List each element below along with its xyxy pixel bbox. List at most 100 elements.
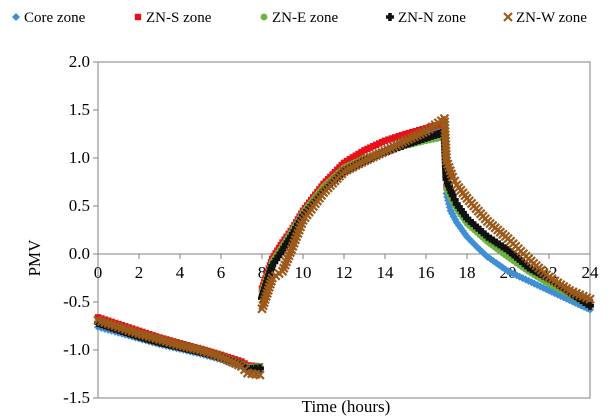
legend-item: ZN-S zone: [134, 10, 212, 26]
y-tick-label: 0.5: [69, 196, 90, 215]
x-tick-label: 14: [377, 263, 395, 282]
x-tick-label: 16: [418, 263, 435, 282]
data-point: [486, 234, 495, 243]
data-point: [392, 134, 399, 141]
data-point: [448, 191, 457, 200]
data-point: [409, 128, 416, 136]
data-marks: [93, 113, 595, 380]
legend-marker: [12, 13, 20, 21]
legend-item: ZN-N zone: [386, 10, 466, 26]
y-tick-label: 0.0: [69, 244, 90, 263]
data-point: [319, 186, 328, 195]
data-point: [492, 238, 501, 247]
data-point: [519, 259, 528, 268]
data-point: [586, 301, 594, 310]
data-point: [395, 133, 402, 140]
x-tick-label: 12: [336, 263, 353, 282]
data-point: [470, 221, 479, 230]
data-point: [465, 216, 474, 225]
y-axis-title: PMV: [25, 239, 44, 277]
data-point: [509, 250, 518, 259]
x-tick-label: 8: [258, 263, 267, 282]
legend-item: ZN-W zone: [503, 10, 587, 26]
data-point: [255, 364, 264, 373]
data-point: [398, 131, 406, 139]
data-point: [270, 258, 279, 267]
data-point: [574, 294, 583, 303]
data-point: [405, 129, 413, 137]
data-point: [545, 274, 553, 283]
legend-label: ZN-N zone: [398, 10, 466, 26]
plot-area-border: [97, 61, 591, 399]
data-point: [521, 261, 530, 270]
legend: Core zone ZN-S zone ZN-E zone ZN-N zone ZN-W…: [12, 10, 587, 26]
data-point: [311, 196, 320, 205]
data-point: [480, 250, 489, 259]
data-point: [240, 362, 249, 371]
x-tick-label: 4: [176, 263, 185, 282]
data-point: [473, 223, 482, 232]
data-point: [385, 136, 392, 143]
data-point: [243, 365, 252, 374]
x-tick-label: 18: [459, 263, 476, 282]
data-point: [381, 137, 389, 144]
data-point: [478, 228, 487, 237]
data-point: [585, 294, 595, 304]
legend-marker: [134, 13, 142, 21]
data-point: [454, 202, 463, 211]
legend-marker: [386, 13, 395, 21]
legend-label: ZN-S zone: [146, 10, 212, 26]
data-point: [268, 261, 277, 270]
data-point: [272, 255, 281, 264]
data-point: [274, 252, 283, 261]
legend-item: Core zone: [12, 10, 86, 26]
data-point: [571, 292, 580, 301]
data-point: [506, 248, 515, 257]
data-point: [460, 211, 469, 220]
data-point: [415, 126, 423, 134]
y-tick-label: -0.5: [63, 292, 90, 311]
data-point: [402, 130, 409, 138]
y-tick-label: 1.0: [69, 148, 90, 167]
x-tick-label: 6: [217, 263, 226, 282]
data-point: [450, 195, 459, 204]
legend-label: ZN-E zone: [272, 10, 339, 26]
x-tick-label: 2: [135, 263, 144, 282]
data-point: [489, 236, 498, 245]
data-point: [580, 298, 589, 307]
data-point: [456, 205, 465, 214]
axes: -1.5 -1.0 -0.5 0.0 0.5 1.0 1.5 2.0 0 2 4 6 8 10 12 14 16…: [63, 52, 599, 407]
data-point: [276, 249, 285, 258]
data-point: [237, 360, 246, 369]
x-axis-title: Time (hours): [302, 397, 391, 416]
x-tick-label: 0: [94, 263, 103, 282]
data-point: [255, 370, 265, 380]
data-point: [495, 240, 504, 249]
y-tick-label: -1.5: [63, 388, 90, 407]
data-point: [583, 299, 592, 308]
data-point: [483, 232, 492, 241]
data-point: [458, 208, 467, 217]
legend-item: ZN-E zone: [260, 10, 339, 26]
data-point: [501, 244, 510, 253]
y-tick-label: 1.5: [69, 100, 90, 119]
data-point: [463, 214, 472, 223]
legend-marker: [503, 12, 513, 22]
data-point: [503, 246, 512, 255]
data-point: [480, 230, 489, 239]
data-point: [506, 268, 515, 277]
legend-label: ZN-W zone: [516, 10, 587, 26]
data-point: [511, 252, 520, 261]
data-point: [514, 254, 523, 263]
data-point: [475, 225, 484, 234]
data-point: [577, 296, 586, 305]
data-point: [247, 364, 256, 373]
y-tick-label: -1.0: [63, 340, 90, 359]
data-point: [452, 200, 461, 209]
data-point: [412, 127, 419, 135]
data-point: [388, 135, 396, 142]
y-tick-label: 2.0: [69, 52, 90, 71]
x-tick-label: 10: [295, 263, 312, 282]
data-point: [251, 364, 260, 373]
